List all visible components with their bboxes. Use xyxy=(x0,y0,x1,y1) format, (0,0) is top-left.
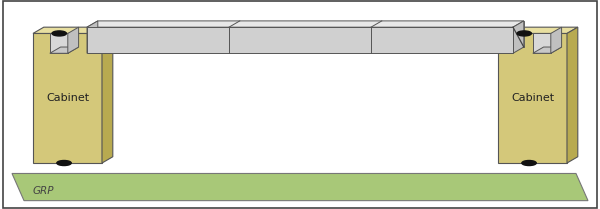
Bar xyxy=(533,33,551,53)
Polygon shape xyxy=(68,27,79,53)
Polygon shape xyxy=(533,47,562,53)
Text: Cabinet: Cabinet xyxy=(46,93,89,103)
Polygon shape xyxy=(87,21,524,27)
Polygon shape xyxy=(33,27,113,33)
Polygon shape xyxy=(567,27,578,163)
Circle shape xyxy=(52,31,67,36)
Polygon shape xyxy=(50,47,79,53)
Bar xyxy=(50,33,68,53)
Bar xyxy=(33,33,102,163)
Polygon shape xyxy=(102,27,113,163)
Polygon shape xyxy=(513,21,524,53)
Circle shape xyxy=(517,31,532,36)
Polygon shape xyxy=(87,21,98,53)
Polygon shape xyxy=(551,27,562,53)
Polygon shape xyxy=(98,21,524,47)
Circle shape xyxy=(57,161,71,166)
Circle shape xyxy=(522,161,536,166)
Bar xyxy=(498,33,567,163)
Polygon shape xyxy=(12,173,588,201)
Text: Cabinet: Cabinet xyxy=(511,93,554,103)
Polygon shape xyxy=(87,27,513,53)
Text: GRP: GRP xyxy=(33,186,55,196)
Polygon shape xyxy=(498,27,578,33)
